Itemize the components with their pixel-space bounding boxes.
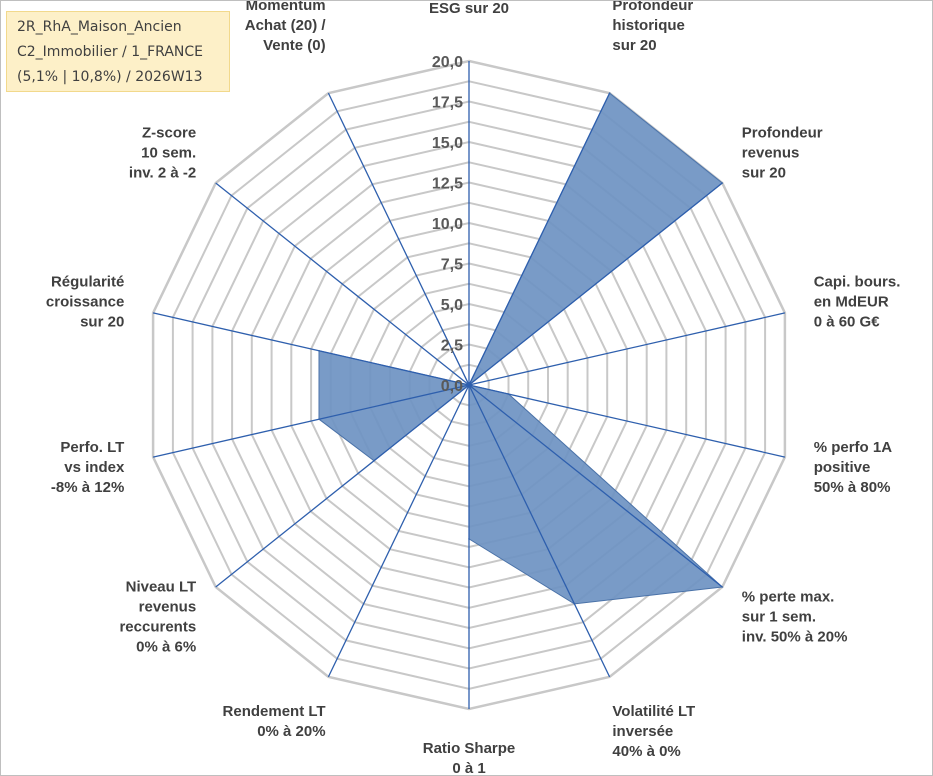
axis-spoke [468, 182, 723, 386]
axis-label: NoteESG sur 20 [429, 1, 509, 17]
axis-label-line: Rendement LT [223, 703, 326, 720]
axis-label-line: 0 à 1 [452, 760, 485, 775]
axis-label: Perfo. LT vs index -8% à 12% [51, 439, 125, 496]
axis-label: Régularité croissance sur 20 [46, 274, 124, 331]
axis-label-line: Vente (0) [263, 37, 326, 54]
info-box: 2R_RhA_Maison_Ancien C2_Immobilier / 1_F… [6, 11, 230, 92]
tick-label: 17,5 [432, 95, 463, 112]
axis-label: Niveau LT revenus reccurents 0% à 6% [119, 578, 196, 655]
axis-spoke [152, 312, 470, 386]
axis-label-line: Capi. bours. [814, 274, 901, 291]
axis-spoke [468, 312, 786, 386]
axis-label-line: Momentum [246, 1, 326, 14]
tick-label: 7,5 [441, 257, 463, 274]
axis-label-line: Profondeur [742, 125, 823, 142]
axis-label-line: vs index [64, 459, 125, 476]
axis-label-line: sur 20 [612, 37, 656, 54]
axis-spoke [468, 384, 611, 678]
axis-label-line: % perfo 1A [814, 439, 893, 456]
tick-label: 15,0 [432, 135, 463, 152]
radial-tick-labels: 0,0 2,5 5,0 7,5 10,0 12,5 15,0 17,5 20,0 [432, 54, 463, 395]
axis-label-line: en MdEUR [814, 294, 889, 311]
axis-label-line: sur 1 sem. [742, 608, 816, 625]
tick-label: 12,5 [432, 176, 463, 193]
axis-label-line: inversée [612, 723, 673, 740]
axis-label-line: positive [814, 459, 871, 476]
tick-label: 2,5 [441, 338, 463, 355]
series-area-0 [318, 92, 724, 605]
axis-label-line: Ratio Sharpe [423, 740, 516, 757]
axis-label-line: sur 20 [80, 314, 124, 331]
axis-spoke [215, 384, 470, 588]
axis-label: Z-score 10 sem. inv. 2 à -2 [129, 125, 196, 182]
axis-label-line: % perte max. [742, 588, 835, 605]
axis-label-line: Niveau LT [126, 578, 197, 595]
axis-label: Ratio Sharpe 0 à 1 [423, 740, 516, 775]
axis-label-line: Achat (20) / [245, 17, 327, 34]
axis-label-line: Régularité [51, 274, 124, 291]
info-line-3: (5,1% | 10,8%) / 2026W13 [17, 69, 203, 85]
axis-label-line: Perfo. LT [60, 439, 124, 456]
axis-spoke [327, 92, 470, 386]
axis-label: Volatilité LT inversée 40% à 0% [612, 703, 695, 760]
axis-label-line: 40% à 0% [612, 743, 680, 760]
axis-label: % perte max. sur 1 sem. inv. 50% à 20% [742, 588, 848, 645]
axis-label-line: inv. 2 à -2 [129, 165, 196, 182]
axis-label: Rendement LT 0% à 20% [223, 703, 326, 740]
tick-label: 5,0 [441, 297, 463, 314]
tick-label: 20,0 [432, 54, 463, 71]
axis-spoke [468, 384, 786, 458]
axis-label-line: inv. 50% à 20% [742, 628, 848, 645]
axis-labels: NoteESG sur 20 Profondeur historique sur 20… [46, 1, 900, 775]
axis-label-line: revenus [139, 598, 197, 615]
axis-label-line: -8% à 12% [51, 479, 124, 496]
axis-spoke [215, 182, 470, 386]
axis-label-line: historique [612, 17, 685, 34]
axis-label-line: reccurents [119, 618, 196, 635]
axis-label-line: 0 à 60 G€ [814, 314, 881, 331]
axis-label: % perfo 1A positive 50% à 80% [814, 439, 893, 496]
axis-label-line: 0% à 6% [136, 638, 196, 655]
axis-label-line: revenus [742, 145, 800, 162]
tick-label: 10,0 [432, 216, 463, 233]
axis-label: Profondeur historique sur 20 [612, 1, 693, 54]
axis-label-line: Profondeur [612, 1, 693, 14]
axis-label: Profondeur revenus sur 20 [742, 125, 823, 182]
axis-label-line: croissance [46, 294, 124, 311]
axis-label-line: 10 sem. [141, 145, 196, 162]
axis-spoke [152, 384, 470, 458]
axis-spoke [468, 384, 723, 588]
info-line-2: C2_Immobilier / 1_FRANCE [17, 44, 203, 60]
axis-spoke [327, 384, 470, 678]
tick-label: 0,0 [441, 378, 463, 395]
axis-label-line: 0% à 20% [257, 723, 325, 740]
axis-label-line: ESG sur 20 [429, 1, 509, 17]
axis-label: Capi. bours. en MdEUR 0 à 60 G€ [814, 274, 901, 331]
axis-label-line: sur 20 [742, 165, 786, 182]
axis-label: Momentum Achat (20) / Vente (0) [245, 1, 327, 54]
axis-spoke [468, 92, 611, 386]
info-line-1: 2R_RhA_Maison_Ancien [17, 19, 182, 35]
axis-label-line: 50% à 80% [814, 479, 891, 496]
radar-spokes [152, 61, 786, 709]
axis-label-line: Z-score [142, 125, 196, 142]
axis-label-line: Volatilité LT [612, 703, 695, 720]
